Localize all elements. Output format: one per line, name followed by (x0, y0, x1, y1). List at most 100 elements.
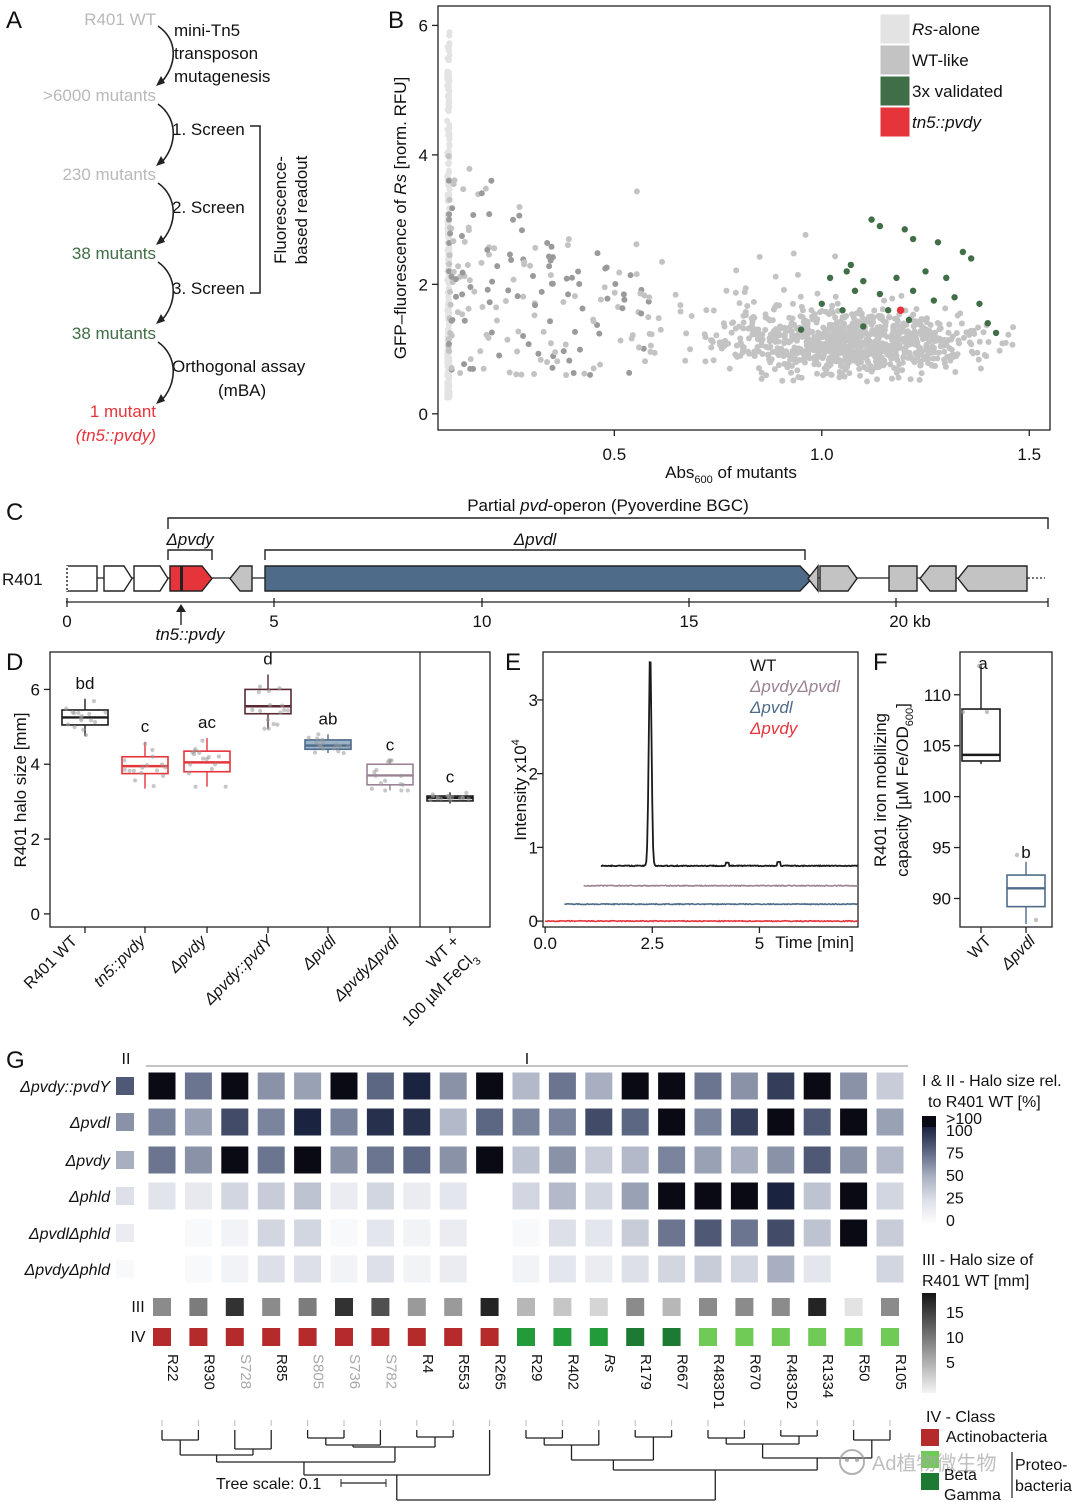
heatmap-cell (330, 1219, 358, 1247)
validated-point (797, 326, 805, 333)
wt-like-point (809, 316, 816, 323)
halo-x-labels: R401 WT tn5::pvdy Δpvdy Δpvdy::pvdY Δpvd… (21, 932, 484, 1030)
strain-label: R29 (528, 1354, 545, 1382)
heatmap-cell (694, 1219, 722, 1247)
wt-like-point (723, 287, 730, 294)
box-point (435, 795, 440, 800)
wt-like-point (446, 196, 453, 203)
flow-arrow-1 (157, 25, 174, 85)
wt-like-point (881, 297, 888, 304)
box-point (385, 760, 391, 765)
wt-like-point (899, 359, 906, 366)
wt-like-point (655, 315, 662, 322)
validated-point (876, 290, 884, 298)
box-point (161, 773, 166, 778)
wt-like-point (983, 353, 990, 360)
box-point (193, 784, 198, 789)
heatmap-cell (803, 1108, 831, 1136)
validated-point (967, 255, 975, 262)
operon-bracket (167, 517, 1049, 529)
wt-like-point (931, 349, 938, 356)
wt-like-point (446, 224, 453, 231)
wt-like-point (645, 314, 652, 321)
heatmap-cell (730, 1108, 758, 1136)
wt-like-point (576, 346, 583, 353)
heatmap-cell (730, 1255, 758, 1283)
heatmap-cell (366, 1072, 394, 1100)
rs-alone-point (446, 186, 453, 193)
wt-like-point (830, 333, 837, 340)
wt-like-point (766, 356, 773, 363)
box-point (257, 684, 263, 689)
rs-alone-point (445, 108, 452, 115)
wt-like-point (789, 315, 796, 322)
wt-like-point (445, 268, 452, 275)
wt-like-point (520, 293, 527, 300)
significance-letter: bd (76, 674, 95, 693)
wt-like-point (804, 331, 811, 338)
gene-2 (103, 565, 133, 592)
wt-like-point (977, 365, 984, 372)
wt-like-point (518, 371, 525, 378)
wt-like-point (985, 338, 992, 345)
wt-like-point (865, 359, 872, 366)
wt-like-point (713, 332, 720, 339)
legend1-bar (922, 1127, 936, 1225)
halo-track-cell (553, 1298, 572, 1316)
strain-label: R483D2 (783, 1354, 800, 1409)
box-point (321, 740, 326, 746)
wt-like-point (907, 354, 914, 361)
box-point (277, 686, 282, 691)
class-track-cell (153, 1328, 171, 1346)
iron-x-wt: WT (965, 933, 995, 963)
x-tick-label: 5 (755, 934, 764, 953)
wt-like-point (445, 177, 452, 184)
y-tick-label: 110 (924, 686, 951, 705)
rs-alone-point (445, 381, 452, 388)
heatmap-cell (767, 1255, 795, 1283)
rs-alone-point (446, 141, 453, 148)
halo-track-cell (480, 1298, 499, 1316)
panel-letter-f: F (873, 649, 888, 676)
heatmap-cell (330, 1072, 358, 1100)
wt-like-point (448, 273, 455, 280)
chromatogram-legend: WT ΔpvdyΔpvdl Δpvdl Δpvdy (749, 656, 841, 738)
step-mutagenesis: mutagenesis (174, 67, 270, 86)
heatmap-cell (694, 1108, 722, 1136)
wt-like-point (744, 302, 751, 309)
wt-like-point (917, 345, 924, 352)
heatmap-cell (803, 1072, 831, 1100)
iron-axes: 90 95 100 105 110 (923, 686, 1027, 933)
wt-like-point (776, 332, 783, 339)
wt-like-point (445, 336, 452, 343)
heatmap-cell (476, 1072, 504, 1100)
legend-label: tn5::pvdy (912, 113, 982, 132)
wt-like-point (827, 371, 834, 378)
wt-like-point (466, 277, 473, 284)
halo-track-cell (298, 1298, 317, 1316)
heatmap-cell (403, 1108, 431, 1136)
wt-like-point (638, 310, 645, 317)
stage-r401-wt: R401 WT (84, 10, 156, 29)
halo-x-dpvdy: Δpvdy (166, 932, 211, 977)
halo-track-cell (808, 1298, 827, 1316)
wt-like-point (447, 230, 454, 237)
wt-like-point (872, 354, 879, 361)
wt-like-point (565, 236, 572, 243)
wt-like-point (617, 337, 624, 344)
wt-like-point (864, 378, 871, 385)
wt-like-point (482, 185, 489, 192)
heatmap-cell (658, 1146, 686, 1174)
legend-dpvdy-dpvdl: ΔpvdyΔpvdl (749, 677, 841, 696)
wt-like-point (565, 291, 572, 298)
legend2-tick: 5 (946, 1355, 955, 1372)
wt-like-point (923, 341, 930, 348)
heatmap-row-label: Δpvdl (69, 1115, 111, 1132)
heatmap-cell (876, 1182, 904, 1210)
heatmap-cell (585, 1182, 613, 1210)
wt-like-point (466, 165, 473, 172)
legend1-tick: 25 (946, 1191, 964, 1208)
wt-like-point (737, 335, 744, 342)
wt-like-point (587, 371, 594, 378)
box-point (150, 754, 155, 759)
